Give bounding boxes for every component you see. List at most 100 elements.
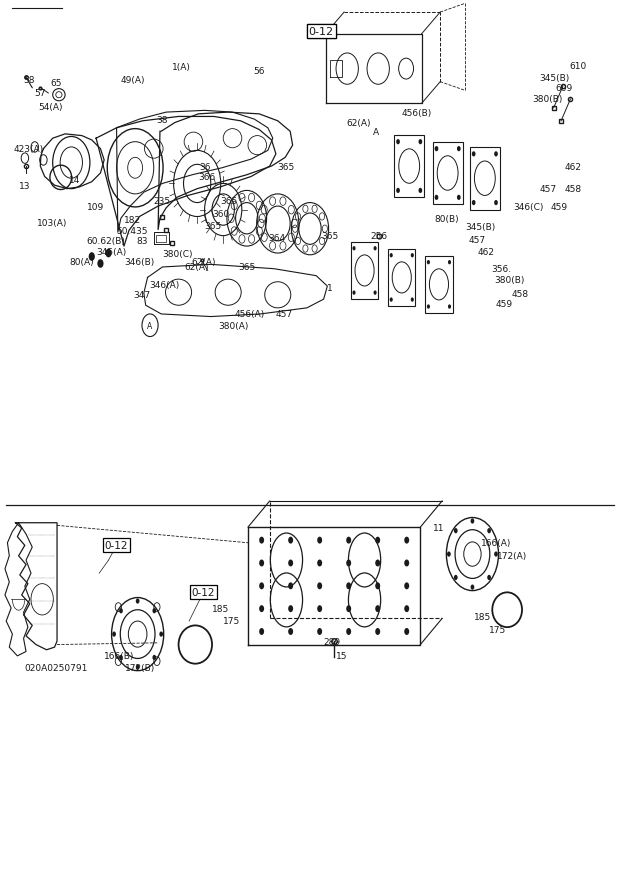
Circle shape [346, 582, 351, 590]
Text: 458: 458 [564, 185, 582, 194]
Circle shape [454, 528, 458, 534]
Text: 62(A): 62(A) [346, 119, 371, 128]
Circle shape [259, 582, 264, 590]
Text: 56: 56 [253, 67, 265, 76]
Circle shape [317, 628, 322, 635]
Text: 345(B): 345(B) [539, 74, 570, 83]
Text: 346(A): 346(A) [149, 281, 179, 289]
Circle shape [448, 305, 451, 309]
Circle shape [404, 537, 409, 544]
Text: 289: 289 [324, 637, 341, 646]
Text: 36: 36 [200, 163, 211, 171]
Circle shape [418, 189, 422, 194]
Text: 457: 457 [468, 235, 485, 244]
Circle shape [153, 655, 156, 660]
Text: 235: 235 [154, 197, 171, 206]
Text: 175: 175 [223, 616, 241, 625]
Text: 380(A): 380(A) [218, 322, 249, 330]
Circle shape [259, 560, 264, 567]
Circle shape [288, 537, 293, 544]
Text: 0-12: 0-12 [192, 587, 215, 598]
Circle shape [447, 552, 451, 557]
Text: 380(B): 380(B) [532, 95, 562, 103]
Text: 609: 609 [555, 84, 572, 93]
Text: 364: 364 [268, 234, 285, 242]
Circle shape [375, 606, 380, 613]
Text: 15: 15 [336, 652, 348, 660]
Circle shape [472, 152, 476, 157]
Circle shape [487, 528, 491, 534]
Circle shape [375, 560, 380, 567]
Text: 462: 462 [564, 163, 581, 171]
Circle shape [404, 560, 409, 567]
Text: 80(B): 80(B) [434, 215, 459, 223]
Circle shape [373, 291, 376, 295]
Text: 62(A): 62(A) [185, 263, 210, 272]
Text: A: A [373, 128, 379, 136]
Circle shape [352, 291, 356, 295]
Circle shape [89, 253, 95, 262]
Text: 457: 457 [276, 310, 293, 319]
Circle shape [410, 254, 414, 258]
Text: 610: 610 [569, 62, 587, 70]
Circle shape [288, 582, 293, 590]
Text: 109: 109 [87, 202, 104, 211]
Text: 185: 185 [212, 604, 229, 613]
Circle shape [352, 247, 356, 251]
Circle shape [448, 261, 451, 265]
Text: 365: 365 [239, 263, 256, 272]
Circle shape [288, 628, 293, 635]
Circle shape [317, 537, 322, 544]
Circle shape [404, 582, 409, 590]
Circle shape [136, 599, 140, 604]
Circle shape [390, 298, 393, 302]
Circle shape [454, 575, 458, 580]
Text: 347: 347 [133, 291, 151, 300]
Circle shape [418, 140, 422, 145]
Circle shape [494, 201, 498, 206]
Circle shape [427, 261, 430, 265]
Circle shape [471, 585, 474, 590]
Text: 1: 1 [327, 284, 333, 293]
Circle shape [375, 582, 380, 590]
Circle shape [288, 560, 293, 567]
Text: 380(C): 380(C) [162, 249, 193, 258]
Circle shape [259, 606, 264, 613]
Text: 185: 185 [474, 613, 492, 621]
Text: 49(A): 49(A) [121, 76, 146, 84]
Text: 365: 365 [205, 222, 222, 230]
Text: 423(A): 423(A) [14, 145, 44, 154]
Text: 172(B): 172(B) [125, 663, 156, 672]
Circle shape [288, 606, 293, 613]
Text: 0-12: 0-12 [105, 541, 128, 551]
Text: 346(B): 346(B) [124, 258, 154, 267]
Text: 456(A): 456(A) [234, 310, 265, 319]
Text: 38: 38 [156, 116, 168, 124]
Text: 54(A): 54(A) [38, 103, 63, 112]
Circle shape [457, 147, 461, 152]
Circle shape [159, 632, 163, 637]
Text: 360: 360 [212, 209, 229, 218]
Text: 60.62(B): 60.62(B) [87, 237, 126, 246]
Circle shape [346, 606, 351, 613]
Text: 0-12: 0-12 [309, 27, 334, 37]
Text: 83: 83 [136, 237, 148, 246]
Circle shape [435, 196, 438, 201]
Text: A: A [148, 322, 153, 330]
Circle shape [136, 665, 140, 670]
Text: 345(B): 345(B) [465, 223, 495, 232]
Text: 57: 57 [35, 89, 46, 97]
Circle shape [105, 249, 112, 258]
Text: 459: 459 [551, 202, 568, 211]
Circle shape [396, 189, 400, 194]
Circle shape [487, 575, 491, 580]
Text: 456(B): 456(B) [402, 109, 432, 117]
Text: 365: 365 [278, 163, 295, 171]
Circle shape [346, 628, 351, 635]
Text: 65: 65 [51, 79, 63, 88]
Text: 175: 175 [489, 626, 506, 634]
Circle shape [112, 632, 116, 637]
Circle shape [404, 606, 409, 613]
Text: 80(A): 80(A) [69, 258, 94, 267]
Circle shape [373, 247, 376, 251]
